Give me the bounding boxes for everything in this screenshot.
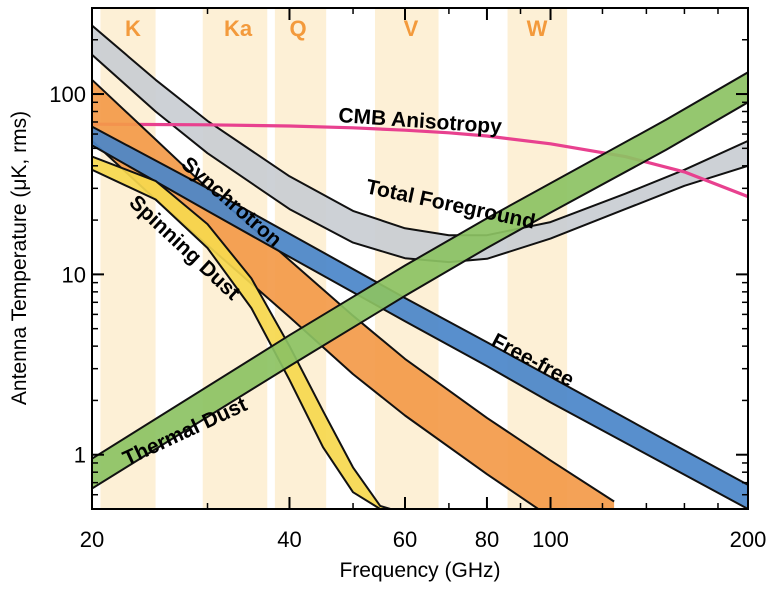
y-tick-label: 10 bbox=[62, 262, 86, 287]
x-axis-title: Frequency (GHz) bbox=[339, 559, 500, 582]
series-thermal-dust-fill bbox=[92, 72, 748, 489]
series-spinning-dust-lower-edge bbox=[92, 168, 391, 509]
series-free-free-fill bbox=[92, 126, 748, 509]
series-free-free-upper-edge bbox=[92, 125, 748, 486]
series-total-foreground-fill bbox=[92, 25, 748, 263]
series-spinning-dust-fill bbox=[92, 156, 391, 509]
series-layer bbox=[92, 24, 748, 509]
x-tick-label: 20 bbox=[80, 527, 104, 552]
axis-ticks: 20 40 60 80 100 200 1 10 100 bbox=[49, 8, 766, 552]
band-label-v: V bbox=[404, 16, 419, 41]
series-total-foreground-upper-edge bbox=[92, 24, 748, 237]
x-tick-label: 200 bbox=[730, 527, 767, 552]
band-w bbox=[507, 8, 568, 509]
x-tick-label: 100 bbox=[532, 527, 569, 552]
y-axis-title: Antenna Temperature (μK, rms) bbox=[8, 111, 31, 405]
series-thermal-dust-lower-edge bbox=[92, 101, 748, 490]
x-tick-label: 60 bbox=[393, 527, 417, 552]
series-thermal-dust-upper-edge bbox=[92, 71, 748, 460]
plot-frame bbox=[91, 7, 749, 510]
x-tick-label: 80 bbox=[475, 527, 499, 552]
band-label-q: Q bbox=[289, 16, 306, 41]
band-label-w: W bbox=[527, 16, 548, 41]
y-tick-label: 1 bbox=[74, 443, 86, 468]
y-tick-label: 100 bbox=[49, 82, 86, 107]
band-label-ka: Ka bbox=[224, 16, 253, 41]
x-tick-label: 40 bbox=[277, 527, 301, 552]
band-label-k: K bbox=[125, 16, 141, 41]
series-free-free-lower-edge bbox=[92, 144, 748, 509]
